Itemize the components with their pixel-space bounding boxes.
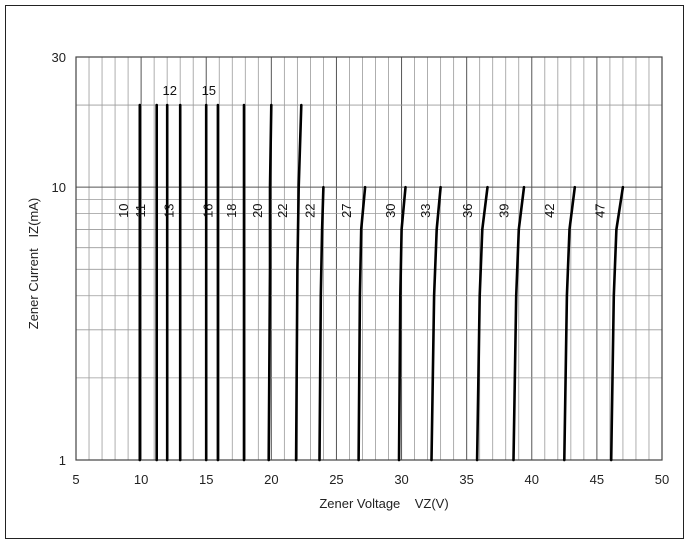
curve-label-18: 18 [224,203,239,217]
x-tick-label: 5 [72,472,79,487]
zener-curve-39 [512,185,526,462]
curve-label-12: 12 [163,83,177,98]
x-tick-label: 45 [590,472,604,487]
curve-label-16: 16 [201,203,216,217]
figure-frame [5,5,684,539]
curve-label-11: 11 [133,204,148,218]
y-tick-label: 1 [59,453,66,468]
x-tick-label: 20 [264,472,278,487]
x-axis-label: Zener Voltage VZ(V) [319,496,448,511]
zener-curve-36 [475,185,489,462]
zener-curve-42 [562,185,577,462]
curve-label-15: 15 [202,83,216,98]
zener-curve-30 [397,185,407,462]
curve-label-39: 39 [496,203,511,217]
curve-label-47: 47 [593,203,608,217]
curve-label-22: 22 [275,203,290,217]
curve-label-10: 10 [116,203,131,217]
x-tick-label: 10 [134,472,148,487]
grid [75,56,663,461]
curve-labels: 10 11 12 13 15 16 18 20 22 22 27 30 33 36 39 42 47 [116,83,608,218]
curve-label-30: 30 [383,203,398,217]
curve-label-20: 20 [250,203,265,217]
x-tick-label: 30 [394,472,408,487]
x-tick-label: 35 [459,472,473,487]
curve-label-36: 36 [460,203,475,217]
curve-label-22: 22 [302,203,317,217]
curve-label-42: 42 [542,203,557,217]
curve-label-33: 33 [418,203,433,217]
zener-curve-47 [609,185,625,462]
x-tick-label: 15 [199,472,213,487]
zener-curve-33 [430,185,442,462]
curve-label-27: 27 [339,203,354,217]
tick-labels: 5 10 15 20 25 30 35 40 45 50 1 10 30 [52,50,670,487]
x-tick-label: 50 [655,472,669,487]
y-axis-label: Zener Current IZ(mA) [26,198,41,329]
zener-curve-22 [318,185,325,462]
zener-curve-27 [357,185,367,462]
plot-border [75,56,663,461]
x-tick-label: 40 [525,472,539,487]
y-tick-label: 30 [52,50,66,65]
y-tick-label: 10 [52,180,66,195]
zener-curve-22 [294,103,303,462]
curves [138,103,625,462]
x-tick-label: 25 [329,472,343,487]
zener-curve-20 [267,103,273,462]
curve-label-13: 13 [162,203,177,217]
